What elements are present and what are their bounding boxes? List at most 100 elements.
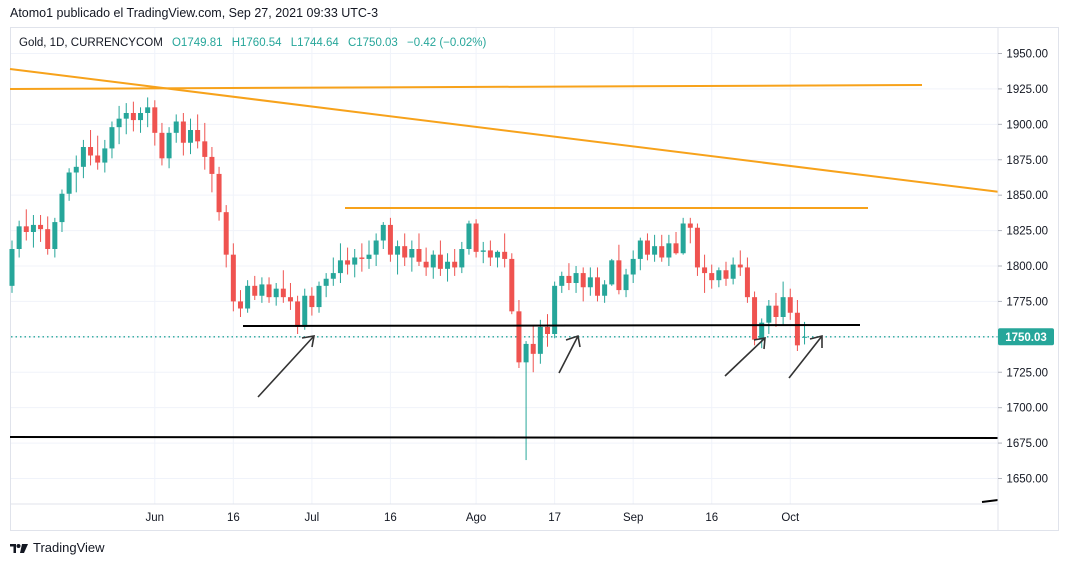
candle-up[interactable] [380,222,386,249]
candle-down[interactable] [287,283,293,310]
candle-down[interactable] [423,247,429,276]
candle-down[interactable] [180,113,186,156]
candle-up[interactable] [66,168,72,201]
candle-up[interactable] [16,220,22,258]
candle-down[interactable] [280,270,286,303]
candle-down[interactable] [387,217,393,262]
candle-up[interactable] [273,283,279,306]
candle-up[interactable] [559,271,565,293]
candle-down[interactable] [309,287,315,316]
candle-down[interactable] [502,233,508,268]
candle-down[interactable] [452,249,458,276]
candle-up[interactable] [480,241,486,264]
candle-down[interactable] [437,240,443,276]
candle-up[interactable] [352,249,358,278]
candle-down[interactable] [38,215,44,242]
candle-down[interactable] [416,233,422,266]
candle-up[interactable] [316,281,322,313]
candle-up[interactable] [495,250,501,268]
support-line-fragment[interactable] [981,499,999,503]
candle-up[interactable] [602,280,608,303]
candle-down[interactable] [130,101,136,132]
candle-down[interactable] [223,205,229,268]
gold-daily-chart[interactable]: 1950.00 1925.00 1900.00 1875.00 1850.00 1825.… [0,0,1071,540]
candle-up[interactable] [30,215,36,248]
candle-up[interactable] [630,250,636,283]
candle-down[interactable] [530,325,536,373]
trendline-descending[interactable] [9,68,1001,193]
candle-up[interactable] [730,257,736,285]
candle-down[interactable] [295,295,301,334]
candle-down[interactable] [516,300,522,368]
candle-down[interactable] [773,292,779,327]
candle-up[interactable] [337,243,343,283]
candle-up[interactable] [73,155,79,193]
candle-up[interactable] [666,234,672,266]
candle-down[interactable] [580,267,586,302]
candle-up[interactable] [145,97,151,128]
candle-up[interactable] [652,234,658,262]
arrow-3[interactable] [724,337,766,377]
candle-down[interactable] [509,253,515,315]
candle-up[interactable] [523,341,529,461]
candle-down[interactable] [345,247,351,275]
candle-up[interactable] [573,266,579,293]
candle-down[interactable] [744,257,750,303]
candle-up[interactable] [395,240,401,275]
candle-down[interactable] [545,314,550,347]
candle-down[interactable] [202,122,208,170]
candle-down[interactable] [709,264,715,289]
candle-down[interactable] [487,240,493,267]
candle-down[interactable] [23,209,29,241]
candle-up[interactable] [759,318,765,349]
candle-up[interactable] [330,257,336,286]
candle-down[interactable] [687,217,693,244]
candle-down[interactable] [252,275,258,300]
candle-up[interactable] [59,189,65,233]
candle-down[interactable] [737,250,743,276]
candle-down[interactable] [195,114,201,149]
candle-up[interactable] [445,253,451,282]
candle-down[interactable] [659,234,665,262]
candle-up[interactable] [366,240,372,269]
candle-down[interactable] [237,290,243,317]
arrow-4[interactable] [788,334,823,379]
candle-up[interactable] [116,105,122,145]
candle-up[interactable] [780,281,786,326]
candle-down[interactable] [702,254,708,293]
candle-down[interactable] [616,244,622,295]
candle-up[interactable] [138,107,144,133]
candle-up[interactable] [537,319,543,364]
candle-up[interactable] [623,268,629,298]
candle-down[interactable] [230,243,236,312]
candle-up[interactable] [123,103,129,135]
candle-down[interactable] [216,166,222,221]
time-axis[interactable]: Jun 16 Jul 16 Ago 17 Sep 16 Oct [146,512,800,524]
candle-down[interactable] [88,130,94,166]
candle-up[interactable] [587,267,593,296]
candle-up[interactable] [716,267,722,288]
candle-up[interactable] [9,240,15,293]
tradingview-logo[interactable]: TradingView [10,540,105,555]
candle-up[interactable] [80,139,86,179]
candle-down[interactable] [787,288,793,320]
candle-down[interactable] [644,233,650,261]
candle-up[interactable] [102,139,108,173]
support-line-1672[interactable] [9,436,999,439]
candle-down[interactable] [473,219,479,258]
candle-up[interactable] [637,237,643,271]
candle-up[interactable] [259,277,265,303]
candle-down[interactable] [723,261,729,286]
candle-down[interactable] [152,100,158,146]
candle-down[interactable] [594,267,600,302]
candle-down[interactable] [95,135,101,170]
candle-up[interactable] [173,114,179,143]
candle-down[interactable] [45,216,51,255]
candle-up[interactable] [52,217,58,258]
candle-down[interactable] [209,147,215,193]
candle-up[interactable] [109,121,115,159]
arrow-1[interactable] [257,335,315,398]
candle-up[interactable] [609,258,615,286]
candle-up[interactable] [373,233,379,266]
candle-up[interactable] [552,281,558,339]
